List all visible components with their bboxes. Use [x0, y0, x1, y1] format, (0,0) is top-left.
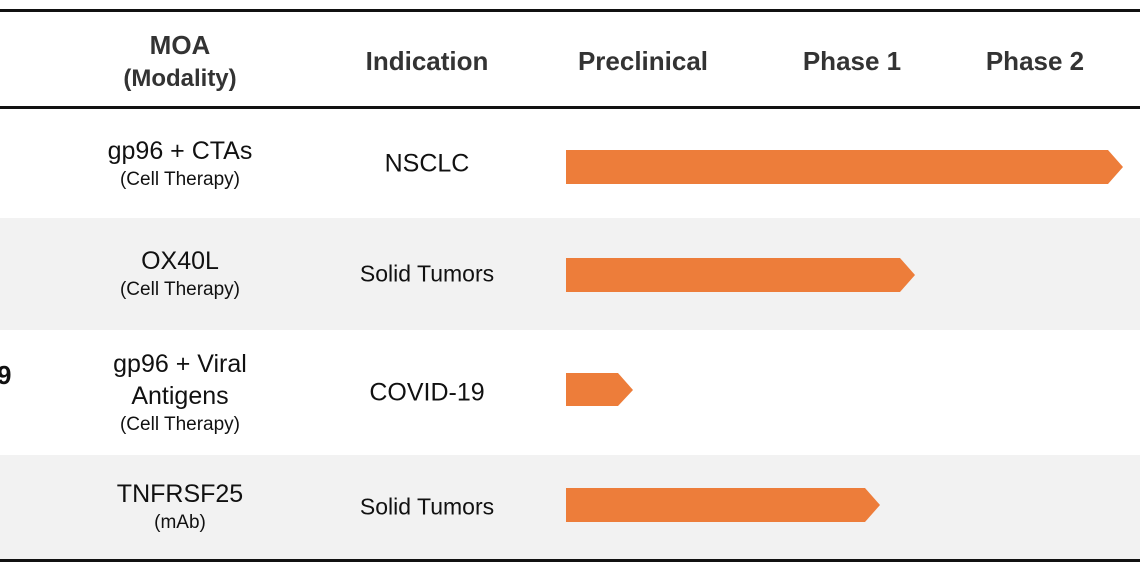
indication-text: Solid Tumors — [359, 493, 495, 520]
indication-text: Solid Tumors — [359, 260, 495, 287]
top-border — [0, 9, 1140, 12]
moa-text: TNFRSF25 — [116, 480, 244, 508]
header-border — [0, 106, 1140, 109]
header-phase: Phase 2 — [985, 46, 1085, 76]
bottom-border — [0, 559, 1140, 562]
header-phase: Phase 1 — [802, 46, 902, 76]
header-phase: Preclinical — [577, 46, 709, 76]
moa-cell: gp96 + CTAs (Cell Therapy) — [70, 135, 290, 193]
moa-text: OX40L — [141, 247, 219, 275]
header-moa: MOA (Modality) — [80, 28, 280, 96]
modality-text: (mAb) — [154, 512, 206, 533]
progress-arrow — [566, 258, 915, 292]
header-indication: Indication — [365, 46, 489, 76]
modality-text: (Cell Therapy) — [119, 168, 241, 190]
moa-text: Antigens — [131, 381, 229, 410]
moa-cell: OX40L (Cell Therapy) — [70, 245, 290, 303]
moa-cell: gp96 + Viral Antigens (Cell Therapy) — [70, 348, 290, 438]
header-text: MOA — [149, 30, 211, 60]
moa-text: gp96 + CTAs — [107, 136, 253, 165]
header-text: (Modality) — [123, 65, 237, 92]
modality-text: (Cell Therapy) — [119, 413, 241, 435]
moa-text: gp96 + Viral — [113, 349, 247, 378]
product-fragment: 9 — [0, 360, 12, 390]
indication-text: NSCLC — [384, 149, 470, 177]
modality-text: (Cell Therapy) — [119, 279, 241, 300]
progress-arrow — [566, 150, 1123, 184]
moa-cell: TNFRSF25 (mAb) — [70, 478, 290, 536]
progress-arrow — [566, 373, 633, 406]
indication-text: COVID-19 — [369, 378, 485, 406]
progress-arrow — [566, 488, 880, 522]
